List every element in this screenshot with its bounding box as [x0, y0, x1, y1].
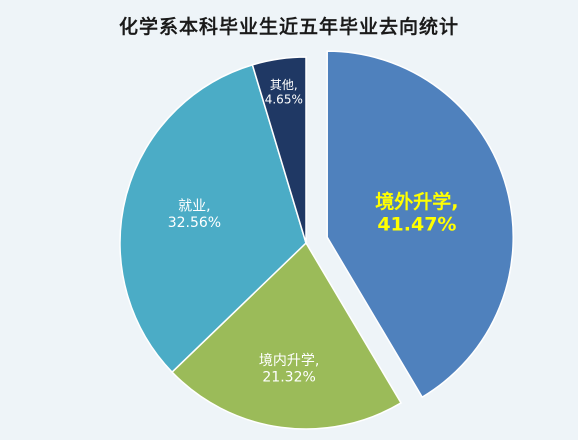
slice-value-2: 32.56%: [168, 215, 221, 231]
slice-value-0: 41.47%: [377, 214, 456, 236]
slice-category-0: 境外升学,: [375, 190, 458, 213]
slice-label-3: 其他, 4.65%: [265, 78, 303, 106]
pie-slice-3: [251, 56, 307, 244]
slice-label-2: 就业, 32.56%: [168, 198, 221, 231]
slice-label-1: 境内升学, 21.32%: [259, 353, 319, 386]
slice-category-1: 境内升学,: [259, 353, 319, 369]
pie-slice-1: [171, 241, 403, 430]
slice-label-0: 境外升学, 41.47%: [375, 190, 458, 236]
slice-value-1: 21.32%: [262, 370, 315, 386]
slice-value-3: 4.65%: [265, 93, 303, 107]
slice-category-3: 其他,: [270, 78, 298, 92]
slice-category-2: 就业,: [178, 198, 210, 214]
chart-title: 化学系本科毕业生近五年毕业去向统计: [118, 16, 459, 38]
pie-slice-0: [326, 50, 514, 399]
pie-slice-2: [119, 63, 307, 374]
